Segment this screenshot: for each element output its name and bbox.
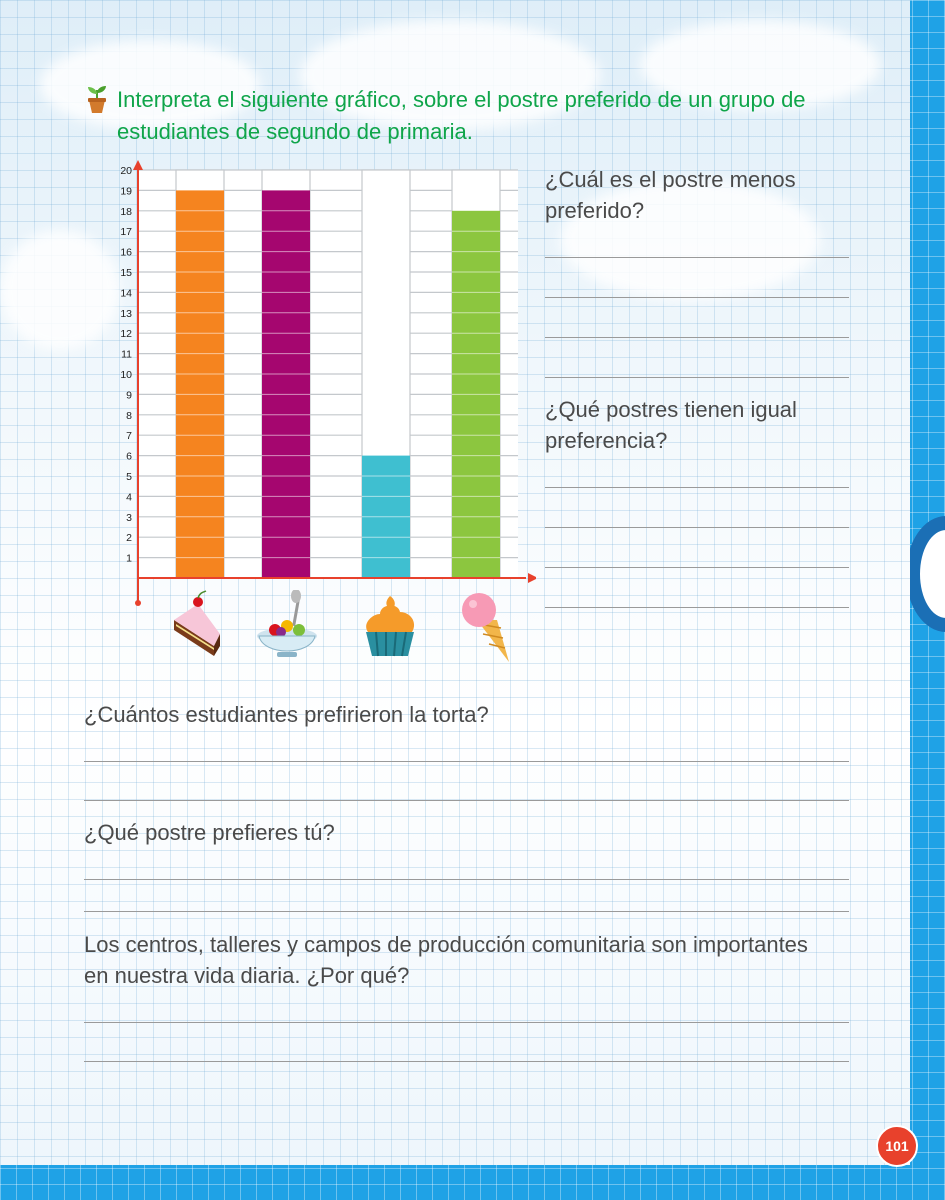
y-tick-label: 17 <box>120 226 132 238</box>
y-tick-label: 15 <box>120 267 132 279</box>
question-least-preferred: ¿Cuál es el postre menos preferido? <box>545 164 796 226</box>
worksheet-page <box>0 0 910 1165</box>
answer-line[interactable] <box>545 527 849 528</box>
x-axis-arrow <box>528 573 536 583</box>
answer-line[interactable] <box>84 800 849 801</box>
answer-line[interactable] <box>84 761 849 762</box>
answer-line[interactable] <box>545 607 849 608</box>
question-text: preferido? <box>545 198 645 223</box>
question-text: en nuestra vida diaria. ¿Por qué? <box>84 963 410 988</box>
cloud-decoration <box>300 20 600 130</box>
y-tick-label: 1 <box>126 553 132 565</box>
answer-line[interactable] <box>545 567 849 568</box>
answer-line[interactable] <box>84 1022 849 1023</box>
page-number-badge: 101 <box>876 1125 918 1167</box>
y-tick-label: 13 <box>120 308 132 320</box>
question-production-centers: Los centros, talleres y campos de produc… <box>84 929 808 991</box>
y-tick-label: 5 <box>126 471 132 483</box>
y-tick-label: 14 <box>120 287 132 299</box>
question-text: ¿Qué postres tienen igual <box>545 397 797 422</box>
cloud-decoration <box>640 20 880 110</box>
y-tick-label: 10 <box>120 369 132 381</box>
question-cake-count: ¿Cuántos estudiantes prefirieron la tort… <box>84 702 489 727</box>
cloud-decoration <box>40 40 260 130</box>
y-tick-label: 19 <box>120 185 132 197</box>
y-tick-label: 7 <box>126 430 132 442</box>
y-tick-label: 6 <box>126 451 132 463</box>
axis-origin-dot <box>135 600 141 606</box>
answer-line[interactable] <box>84 879 849 880</box>
y-tick-label: 3 <box>126 512 132 524</box>
y-tick-label: 8 <box>126 410 132 422</box>
question-equal-preference: ¿Qué postres tienen igual preferencia? <box>545 394 797 456</box>
bar-1 <box>176 190 224 578</box>
answer-line[interactable] <box>545 297 849 298</box>
plant-pot-icon <box>88 86 106 113</box>
answer-line[interactable] <box>545 257 849 258</box>
question-text: ¿Cuál es el postre menos <box>545 167 796 192</box>
fruit-salad-icon <box>257 590 317 657</box>
y-tick-label: 2 <box>126 532 132 544</box>
cloud-decoration <box>560 180 820 300</box>
y-tick-label: 9 <box>126 389 132 401</box>
cake-slice-icon <box>174 590 220 656</box>
question-your-dessert: ¿Qué postre prefieres tú? <box>84 820 335 845</box>
answer-line[interactable] <box>545 377 849 378</box>
question-text: preferencia? <box>545 428 668 453</box>
answer-line[interactable] <box>545 487 849 488</box>
y-tick-label: 4 <box>126 491 132 503</box>
answer-line[interactable] <box>84 911 849 912</box>
question-text: Los centros, talleres y campos de produc… <box>84 932 808 957</box>
y-axis-arrow <box>133 160 143 170</box>
y-tick-label: 20 <box>120 165 132 177</box>
instruction-text: Interpreta el siguiente gráfico, sobre e… <box>117 84 877 148</box>
answer-line[interactable] <box>545 337 849 338</box>
y-tick-label: 11 <box>121 349 132 361</box>
answer-line[interactable] <box>84 1061 849 1062</box>
ice-cream-cone-icon <box>462 593 509 662</box>
instruction-line-1: Interpreta el siguiente gráfico, sobre e… <box>117 87 806 112</box>
y-tick-label: 18 <box>120 206 132 218</box>
bar-2 <box>262 190 310 578</box>
y-tick-label: 16 <box>120 247 132 259</box>
cloud-decoration <box>0 230 120 350</box>
y-tick-label: 12 <box>120 328 132 340</box>
cupcake-icon <box>366 596 415 657</box>
instruction-line-2: estudiantes de segundo de primaria. <box>117 119 473 144</box>
